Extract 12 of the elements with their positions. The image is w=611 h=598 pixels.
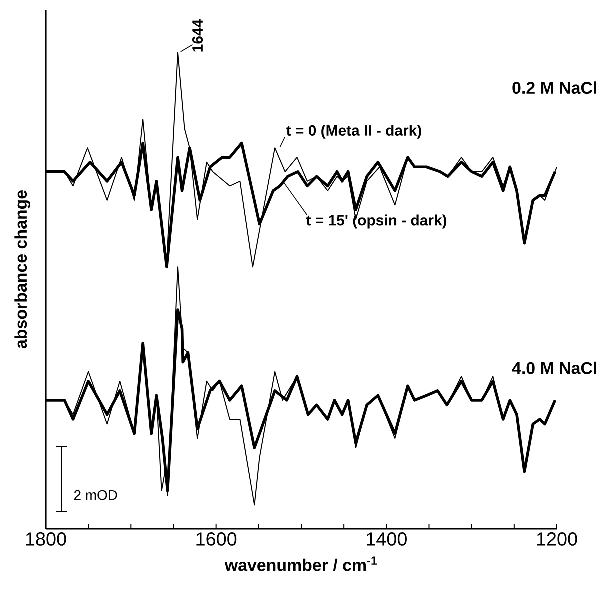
y-axis-title: absorbance change bbox=[14, 190, 31, 349]
x-axis-title: wavenumber / cm$^{-1}$ bbox=[224, 556, 378, 572]
x-tick-label: 1400 bbox=[367, 532, 407, 546]
x-tick-label: 1600 bbox=[196, 532, 237, 546]
series-label: t = 15' (opsin - dark) bbox=[306, 214, 447, 229]
annotation: 0.2 M NaCl bbox=[512, 82, 596, 94]
x-tick-label: 1200 bbox=[537, 532, 578, 546]
annotation: 1644 bbox=[192, 19, 204, 52]
annotation: 4.0 M NaCl bbox=[512, 362, 596, 374]
annotation: 2 mOD bbox=[74, 490, 118, 500]
x-tick-label: 1800 bbox=[26, 532, 66, 546]
legend-label: t = 0 (Meta II - dark) bbox=[286, 124, 422, 139]
